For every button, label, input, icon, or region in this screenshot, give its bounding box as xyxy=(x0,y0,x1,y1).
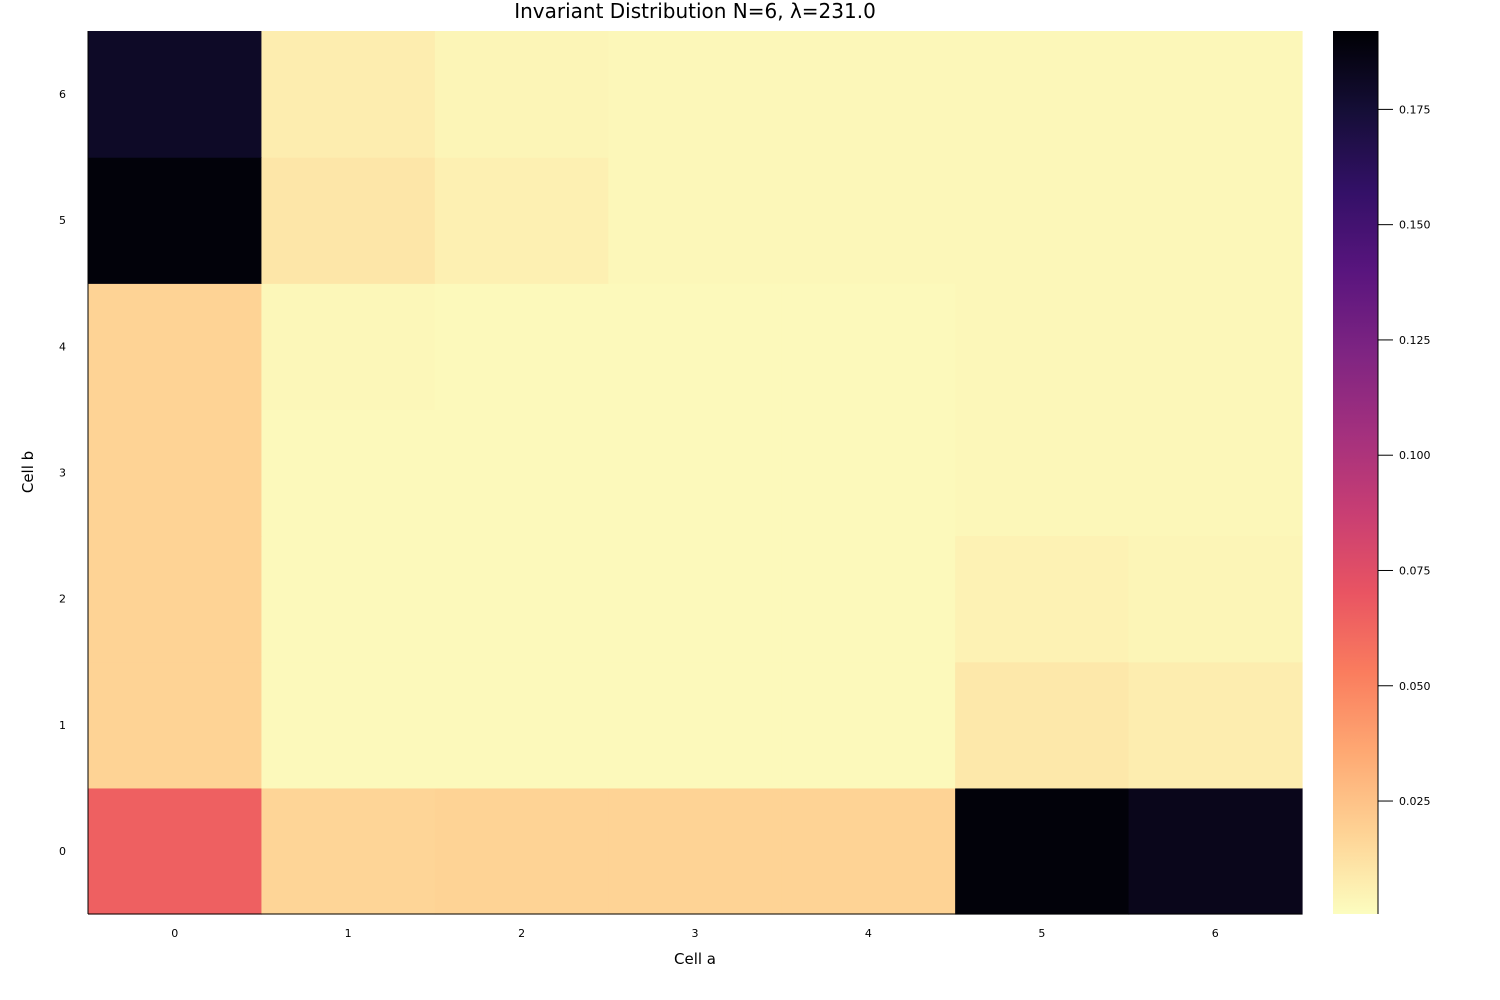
heatmap-cell-2-3 xyxy=(434,409,609,537)
heatmap-cell-5-0 xyxy=(955,787,1130,915)
heatmap-cell-2-6 xyxy=(434,31,609,158)
heatmap-cell-5-3 xyxy=(955,409,1130,537)
colorbar-tick-label: 0.150 xyxy=(1399,219,1431,232)
heatmap-cell-3-1 xyxy=(608,661,783,789)
y-tick-label: 5 xyxy=(59,214,66,227)
heatmap-cell-5-1 xyxy=(955,661,1130,789)
heatmap-cell-2-0 xyxy=(434,787,609,915)
heatmap-cell-1-5 xyxy=(261,157,436,284)
heatmap-cell-0-3 xyxy=(88,409,263,537)
colorbar-tick-label: 0.025 xyxy=(1399,795,1431,808)
heatmap-cell-2-4 xyxy=(434,283,609,411)
heatmap-cells xyxy=(88,31,1303,915)
y-axis-label: Cell b xyxy=(19,451,37,493)
heatmap-cell-6-0 xyxy=(1128,787,1303,915)
colorbar-tick-label: 0.100 xyxy=(1399,449,1431,462)
heatmap-cell-3-2 xyxy=(608,535,783,663)
heatmap-cell-6-1 xyxy=(1128,661,1303,789)
heatmap-cell-4-4 xyxy=(781,283,956,411)
heatmap-cell-5-4 xyxy=(955,283,1130,411)
x-tick-label: 3 xyxy=(692,927,699,940)
heatmap-cell-1-0 xyxy=(261,787,436,915)
heatmap-cell-1-6 xyxy=(261,31,436,158)
x-tick-label: 0 xyxy=(171,927,178,940)
heatmap-cell-4-3 xyxy=(781,409,956,537)
heatmap-cell-3-5 xyxy=(608,157,783,284)
colorbar xyxy=(1333,31,1378,914)
heatmap-cell-4-1 xyxy=(781,661,956,789)
y-tick-label: 6 xyxy=(59,88,66,101)
heatmap-cell-0-2 xyxy=(88,535,263,663)
x-tick-labels: 0 1 2 3 4 5 6 xyxy=(171,927,1219,940)
heatmap-cell-1-3 xyxy=(261,409,436,537)
colorbar-tick-label: 0.050 xyxy=(1399,680,1431,693)
heatmap-cell-5-2 xyxy=(955,535,1130,663)
y-tick-label: 2 xyxy=(59,593,66,606)
heatmap-cell-0-0 xyxy=(88,787,263,915)
heatmap-cell-3-0 xyxy=(608,787,783,915)
heatmap-cell-1-2 xyxy=(261,535,436,663)
heatmap-cell-0-5 xyxy=(88,157,263,284)
x-tick-label: 2 xyxy=(518,927,525,940)
heatmap-cell-2-5 xyxy=(434,157,609,284)
colorbar-tick-label: 0.175 xyxy=(1399,103,1431,116)
heatmap-cell-5-6 xyxy=(955,31,1130,158)
y-tick-label: 1 xyxy=(59,719,66,732)
heatmap-cell-0-1 xyxy=(88,661,263,789)
x-tick-label: 5 xyxy=(1038,927,1045,940)
heatmap-cell-5-5 xyxy=(955,157,1130,284)
y-tick-label: 0 xyxy=(59,845,66,858)
heatmap-cell-3-6 xyxy=(608,31,783,158)
colorbar-ticks: 0.025 0.050 0.075 0.100 0.125 0.150 0.175 xyxy=(1378,103,1431,808)
heatmap-cell-3-3 xyxy=(608,409,783,537)
heatmap-cell-6-2 xyxy=(1128,535,1303,663)
chart-title: Invariant Distribution N=6, λ=231.0 xyxy=(514,0,876,23)
heatmap-cell-4-0 xyxy=(781,787,956,915)
heatmap-cell-6-6 xyxy=(1128,31,1303,158)
x-tick-label: 6 xyxy=(1212,927,1219,940)
colorbar-tick-label: 0.125 xyxy=(1399,334,1431,347)
heatmap-cell-6-5 xyxy=(1128,157,1303,284)
heatmap-cell-3-4 xyxy=(608,283,783,411)
x-tick-label: 4 xyxy=(865,927,872,940)
colorbar-tick-label: 0.075 xyxy=(1399,564,1431,577)
heatmap-cell-2-2 xyxy=(434,535,609,663)
y-tick-labels: 0 1 2 3 4 5 6 xyxy=(59,88,66,858)
x-axis-label: Cell a xyxy=(674,950,716,968)
y-tick-label: 4 xyxy=(59,340,66,353)
heatmap-cell-4-5 xyxy=(781,157,956,284)
x-tick-label: 1 xyxy=(345,927,352,940)
y-tick-label: 3 xyxy=(59,467,66,480)
heatmap-cell-4-6 xyxy=(781,31,956,158)
heatmap-cell-6-4 xyxy=(1128,283,1303,411)
heatmap-cell-1-4 xyxy=(261,283,436,411)
heatmap-cell-2-1 xyxy=(434,661,609,789)
heatmap-cell-0-4 xyxy=(88,283,263,411)
heatmap-cell-4-2 xyxy=(781,535,956,663)
heatmap-cell-1-1 xyxy=(261,661,436,789)
heatmap-cell-6-3 xyxy=(1128,409,1303,537)
heatmap-cell-0-6 xyxy=(88,31,263,158)
